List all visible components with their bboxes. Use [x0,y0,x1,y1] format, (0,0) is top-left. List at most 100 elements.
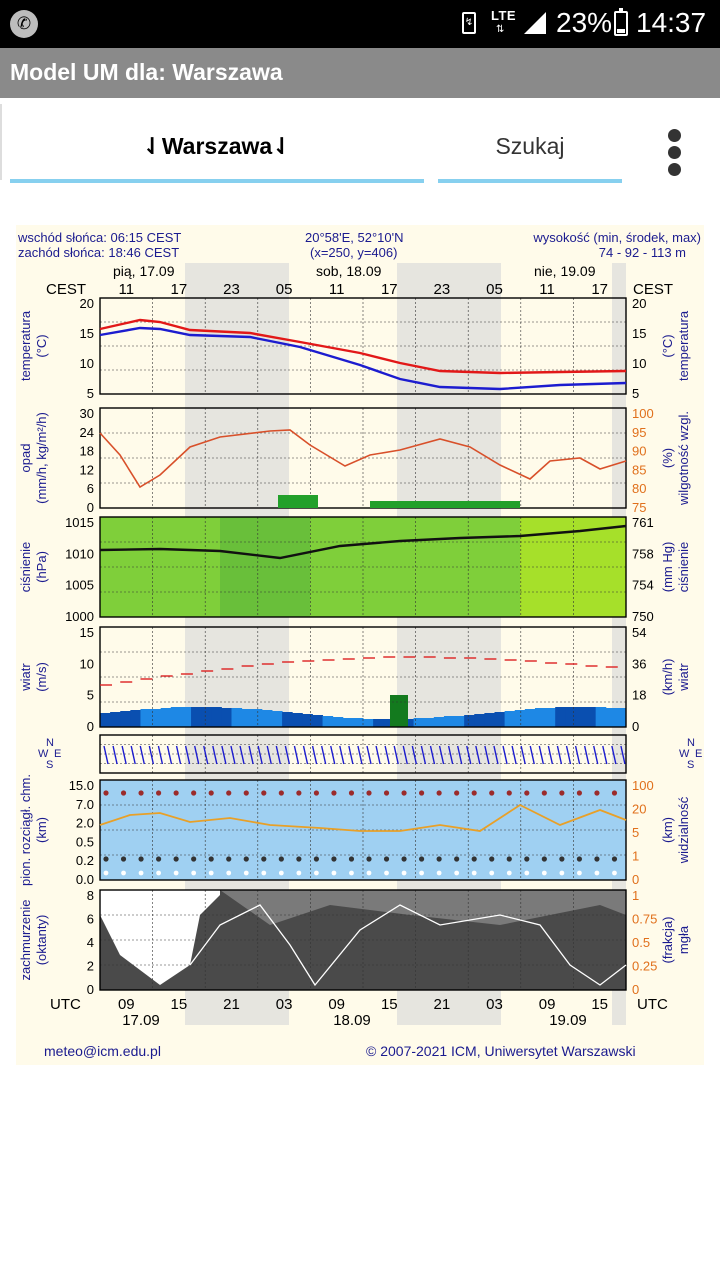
hour-label: 23 [434,281,451,298]
wind-bar [140,709,152,727]
axis-title: opad [18,444,33,473]
compass-label: W [679,748,690,760]
cloud-top-dot [226,790,232,796]
wind-arrow [311,745,318,765]
cloud-top-dot [611,790,618,796]
panel-frame [99,516,627,618]
precip-bar [370,501,520,508]
fog-dot [524,870,530,876]
hour-label: 21 [223,996,240,1013]
axis-tick-label: 10 [80,656,94,671]
axis-title: wiatr [18,663,33,692]
wind-arrow [157,745,164,765]
wind-bar [615,708,627,727]
wind-bar [390,695,408,727]
hour-label: 09 [539,996,556,1013]
cloud-top-dot [436,790,442,796]
wind-arrow [184,745,191,765]
wind-arrow [475,745,481,765]
cloud-top-dot [278,790,284,796]
axis-tick-label: 10 [632,356,646,371]
panel-frame [99,297,627,395]
wind-arrow [293,745,300,765]
axis-tick-label: 0.0 [76,872,94,887]
axis-tick-label: 5 [87,386,94,401]
cloud-base-dot [594,856,600,862]
cloud-top-dot [383,790,390,796]
wind-bar [514,710,526,727]
wind-bar [201,707,212,727]
timezone-label: CEST [46,281,86,298]
axis-tick-label: 36 [632,656,646,671]
axis-tick-label: 95 [632,425,646,440]
fog-dot [577,870,582,876]
wind-arrow [565,745,572,765]
axis-tick-label: 1 [632,849,639,864]
hour-label: 23 [223,281,240,298]
tab-search[interactable]: Szukaj [438,105,622,183]
elevation-values: 74 - 92 - 113 m [598,245,686,260]
axis-tick-label: 8 [87,888,94,903]
fog-dot [243,870,249,876]
wind-arrow [203,745,209,765]
tab-city-label: ⇃Warszawa⇃ [142,133,292,159]
wind-arrow [348,745,354,765]
wind-arrow [366,745,372,765]
wind-arrow [502,745,508,765]
wind-arrow [420,745,427,765]
axis-tick-label: 12 [80,462,94,477]
wind-bar [130,710,141,727]
fog-dot [506,870,512,876]
axis-title: zachmurzenie [18,900,33,981]
wind-arrow [148,745,155,765]
axis-tick-label: 24 [80,425,94,440]
axis-title: (°C) [660,334,675,357]
wind-bar [484,713,495,727]
axis-title: (frakcja) [660,917,675,964]
cloud-top-dot [208,790,214,796]
compass-label: E [54,748,61,760]
axis-title: mgła [676,925,691,954]
axis-tick-label: 0.2 [76,853,94,868]
fog-dot [103,870,109,876]
axis-tick-label: 0 [87,500,94,515]
wind-arrow [393,745,399,765]
meteogram[interactable]: 20 15 10 5 20 15 10 5 temperatura (°C) (°C) tempera… [16,225,704,1065]
axis-tick-label: 15 [632,326,646,341]
wind-arrow [529,745,535,765]
axis-tick-label: 18 [632,688,646,703]
axis-tick-label: 100 [632,406,654,421]
fog-dot [471,870,477,876]
footer-email[interactable]: meteo@icm.edu.pl [44,1043,161,1059]
hour-label: 05 [486,281,503,298]
phone-icon: ✆ [10,10,38,38]
cloud-base-dot [506,856,512,862]
day-label: 17.09 [122,1012,160,1029]
wind-arrow [411,745,418,765]
hour-label: 05 [276,281,293,298]
axis-tick-label: 0 [632,872,639,887]
panel-frame [99,626,627,728]
axis-tick-label: 1010 [65,546,94,561]
wind-arrow [402,745,408,765]
axis-tick-label: 6 [87,481,94,496]
wind-bar [433,717,445,727]
more-vert-icon[interactable] [662,125,688,179]
fog-dot [191,870,197,876]
wind-arrow [339,745,345,765]
tab-city[interactable]: ⇃Warszawa⇃ [10,105,424,183]
compass-label: S [46,759,53,771]
axis-tick-label: 15.0 [69,778,94,793]
wind-bar [595,707,607,727]
wind-arrow [384,745,390,765]
wind-arrow [257,745,263,765]
hour-label: 11 [329,281,345,298]
axis-title: (km) [34,817,49,843]
signal-icon [524,12,546,34]
cloud-top-dot [103,790,109,796]
wind-bar [504,711,516,727]
wind-arrow [547,745,554,765]
cloud-base-dot [436,856,442,862]
cloud-base-dot [173,856,179,862]
wind-arrow [212,745,218,765]
